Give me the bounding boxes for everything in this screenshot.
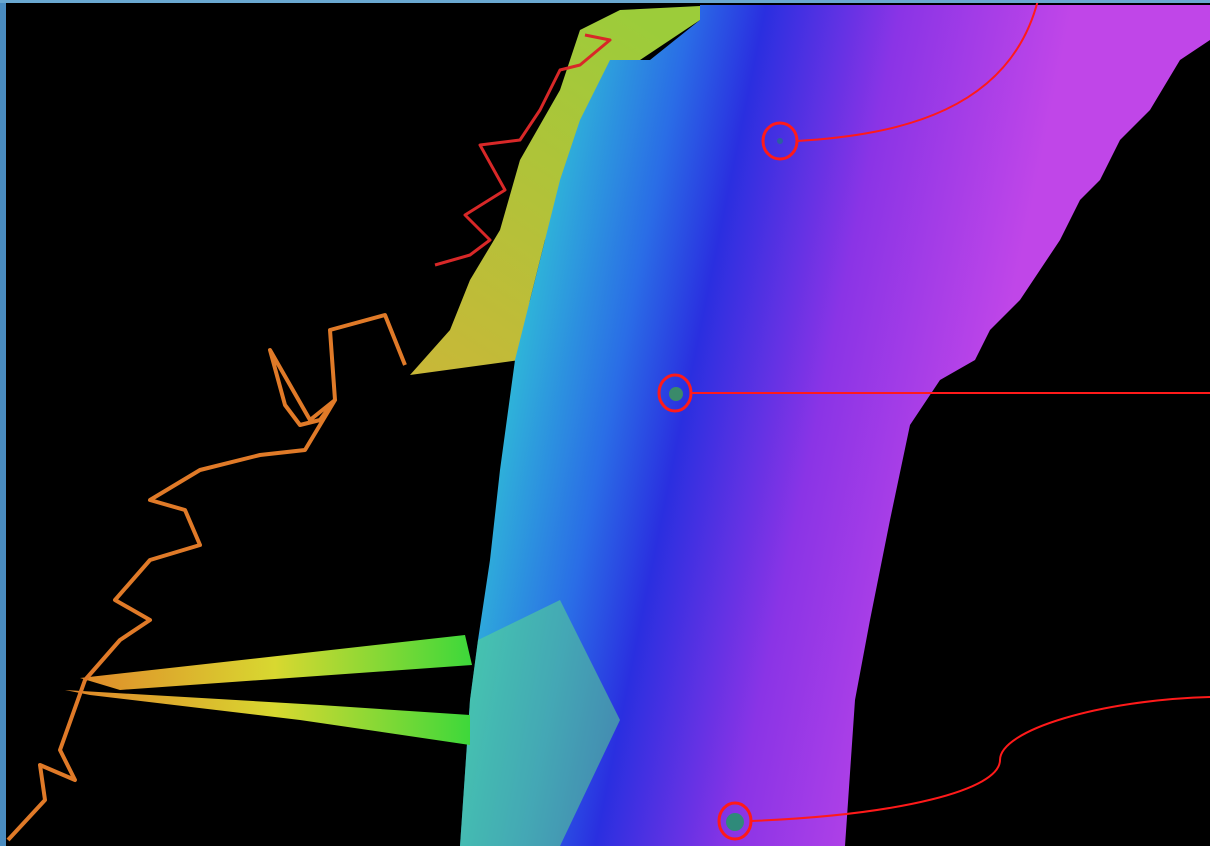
seamount	[726, 813, 744, 831]
track-orange	[6, 313, 407, 842]
survey-swaths	[65, 5, 1210, 846]
features	[657, 0, 1210, 841]
callout-line	[750, 696, 1210, 822]
frame-left	[0, 0, 6, 846]
callout-line	[796, 0, 1039, 142]
frame-top	[0, 0, 1210, 3]
green-south-swath	[460, 600, 620, 846]
seamounts	[669, 138, 783, 831]
main-swath	[460, 5, 1210, 846]
seamount	[777, 138, 783, 144]
west-wedge-lower	[65, 690, 470, 745]
ship-tracks	[6, 33, 612, 842]
seamount	[669, 387, 683, 401]
west-wedge-upper	[80, 635, 472, 690]
track-red	[434, 33, 612, 267]
